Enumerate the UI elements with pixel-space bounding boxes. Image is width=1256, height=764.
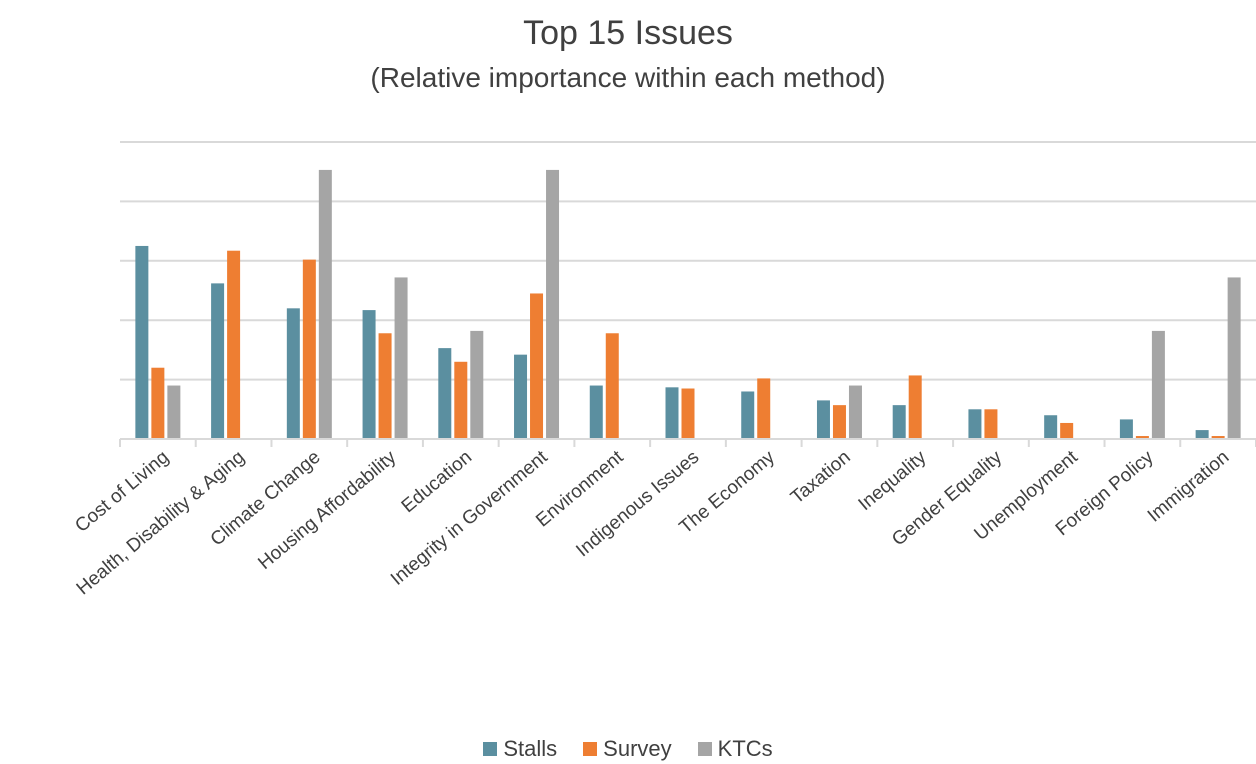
x-tick-label: Taxation	[787, 447, 855, 509]
bar-stalls-1	[211, 283, 225, 439]
bars	[135, 169, 1241, 439]
legend-item-survey: Survey	[583, 736, 672, 762]
bar-stalls-3	[362, 310, 376, 439]
bar-stalls-14	[1195, 430, 1209, 439]
bar-ktcs-2	[318, 169, 332, 439]
bar-stalls-7	[665, 387, 679, 439]
bar-survey-4	[454, 361, 468, 439]
chart-subtitle: (Relative importance within each method)	[370, 62, 886, 93]
legend-label: Stalls	[503, 736, 558, 761]
bar-survey-9	[832, 405, 846, 439]
bar-ktcs-13	[1151, 330, 1165, 439]
bar-survey-3	[378, 333, 392, 439]
bar-stalls-10	[892, 405, 906, 439]
bar-survey-14	[1211, 436, 1225, 439]
bar-survey-13	[1135, 436, 1149, 439]
bar-ktcs-14	[1227, 277, 1241, 439]
bar-stalls-13	[1119, 419, 1133, 439]
bar-stalls-9	[816, 400, 830, 439]
legend-swatch	[697, 742, 712, 756]
x-axis	[119, 438, 1256, 447]
bar-survey-6	[605, 333, 619, 439]
legend-item-ktcs: KTCs	[697, 736, 773, 762]
bar-stalls-11	[968, 409, 982, 439]
bar-survey-12	[1060, 422, 1074, 439]
bar-survey-8	[757, 378, 771, 439]
bar-stalls-12	[1044, 415, 1058, 439]
bar-survey-10	[908, 375, 922, 439]
bar-ktcs-9	[848, 385, 862, 439]
bar-stalls-5	[514, 354, 528, 439]
bar-survey-2	[302, 259, 316, 439]
bar-ktcs-0	[167, 385, 181, 439]
x-tick-label: Immigration	[1144, 447, 1234, 527]
bar-survey-0	[151, 367, 165, 439]
bar-survey-7	[681, 388, 695, 439]
bar-ktcs-4	[470, 330, 484, 439]
x-tick-label: Education	[398, 447, 476, 517]
chart-title: Top 15 Issues	[523, 14, 733, 52]
legend-swatch	[483, 742, 498, 756]
bar-survey-1	[227, 250, 241, 439]
bar-stalls-0	[135, 245, 149, 439]
bar-stalls-6	[589, 385, 603, 439]
bar-survey-11	[984, 409, 998, 439]
legend: Stalls Survey KTCs	[0, 736, 1256, 762]
x-tick-label: Inequality	[855, 446, 931, 515]
bar-stalls-2	[286, 308, 300, 439]
bar-ktcs-5	[546, 169, 560, 439]
bar-survey-5	[530, 293, 544, 439]
legend-item-stalls: Stalls	[483, 736, 557, 762]
legend-label: Survey	[603, 736, 672, 761]
bar-ktcs-3	[394, 277, 408, 439]
bar-stalls-8	[741, 391, 755, 439]
legend-label: KTCs	[717, 736, 773, 761]
bar-stalls-4	[438, 348, 452, 439]
legend-swatch	[583, 742, 598, 756]
x-tick-label: Housing Affordability	[254, 446, 400, 574]
